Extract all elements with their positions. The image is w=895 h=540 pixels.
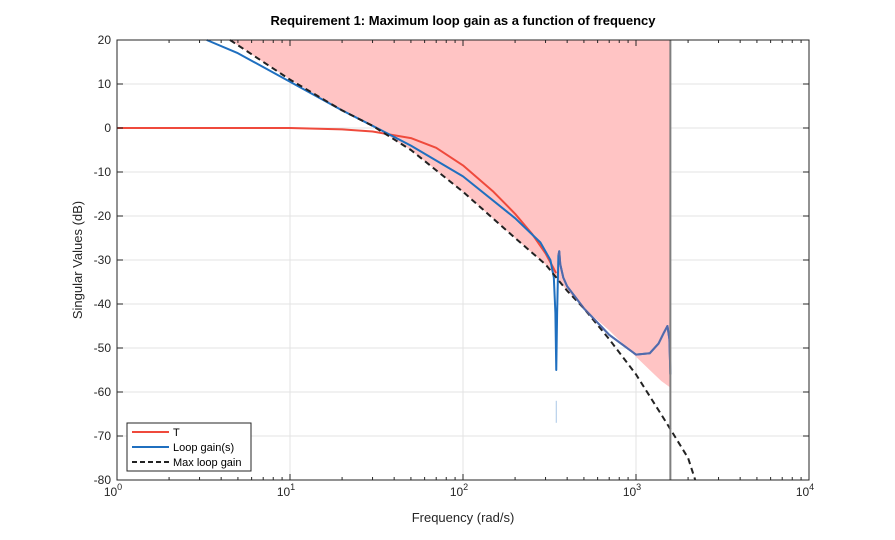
y-tick-label: -50 xyxy=(94,341,112,355)
y-tick-label: -10 xyxy=(94,165,112,179)
y-tick-label: -80 xyxy=(94,473,112,487)
y-tick-label: 10 xyxy=(98,77,112,91)
y-tick-label: 20 xyxy=(98,33,112,47)
x-tick-exponent: 2 xyxy=(463,482,468,492)
y-tick-label: -30 xyxy=(94,253,112,267)
y-axis-label: Singular Values (dB) xyxy=(70,201,85,319)
x-tick-label: 100 xyxy=(104,482,122,499)
x-tick-base: 10 xyxy=(104,485,118,499)
y-tick-label: -60 xyxy=(94,385,112,399)
x-tick-exponent: 4 xyxy=(809,482,814,492)
axis-ticks: 100 101 102 103 10420100-10-20-30-40-50-60-7… xyxy=(94,33,815,499)
y-tick-label: 0 xyxy=(104,121,111,135)
loop-gain-overlap xyxy=(557,250,672,375)
legend-label: Max loop gain xyxy=(173,457,242,469)
x-tick-base: 10 xyxy=(796,485,810,499)
x-tick-base: 10 xyxy=(277,485,291,499)
x-tick-exponent: 3 xyxy=(636,482,641,492)
x-axis-label: Frequency (rad/s) xyxy=(412,510,515,525)
legend-label: T xyxy=(173,427,180,439)
x-tick-exponent: 0 xyxy=(117,482,122,492)
x-tick-base: 10 xyxy=(623,485,637,499)
legend: T Loop gain(s) Max loop gain xyxy=(126,422,252,472)
x-tick-label: 101 xyxy=(277,482,295,499)
x-tick-label: 104 xyxy=(796,482,814,499)
y-tick-label: -40 xyxy=(94,297,112,311)
chart-title: Requirement 1: Maximum loop gain as a fu… xyxy=(271,13,657,28)
x-tick-exponent: 1 xyxy=(290,482,295,492)
series-lines xyxy=(117,39,697,481)
series-line-0 xyxy=(117,127,557,274)
violation-region-fill xyxy=(230,40,671,388)
y-tick-label: -20 xyxy=(94,209,112,223)
y-tick-label: -70 xyxy=(94,429,112,443)
x-tick-base: 10 xyxy=(450,485,464,499)
series-line-2 xyxy=(229,39,697,481)
x-tick-label: 103 xyxy=(623,482,641,499)
x-tick-label: 102 xyxy=(450,482,468,499)
legend-label: Loop gain(s) xyxy=(173,442,234,454)
